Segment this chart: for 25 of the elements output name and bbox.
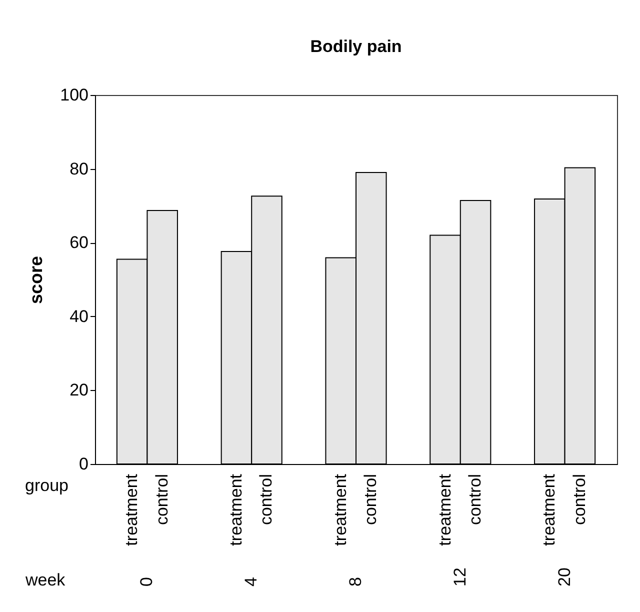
text: control: [570, 474, 589, 526]
text: treatment: [540, 474, 559, 546]
text: treatment: [226, 474, 246, 546]
text: control: [256, 474, 276, 526]
text: treatment: [435, 474, 454, 546]
x-tick-label: 20: [554, 568, 574, 586]
text: control: [152, 474, 172, 526]
x-tick-label: 12: [450, 568, 470, 586]
legend-title: group: [25, 476, 68, 495]
y-tick-label: 80: [70, 159, 88, 178]
y-tick-label: 20: [70, 380, 88, 400]
text: control: [466, 474, 485, 526]
x-tick-label: 0: [137, 577, 156, 586]
y-tick-label: 40: [70, 306, 88, 326]
y-tick-label: 100: [60, 86, 88, 104]
text: treatment: [330, 474, 350, 546]
text: treatment: [122, 474, 142, 546]
y-axis-title: score: [26, 256, 46, 304]
x-tick-label: 8: [346, 577, 365, 586]
x-axis-title: week: [24, 570, 66, 590]
chart-title: Bodily pain: [310, 37, 402, 56]
text: control: [361, 474, 380, 526]
y-tick-label: 0: [79, 454, 88, 474]
y-tick-label: 60: [70, 233, 88, 252]
x-tick-label: 4: [242, 577, 261, 586]
